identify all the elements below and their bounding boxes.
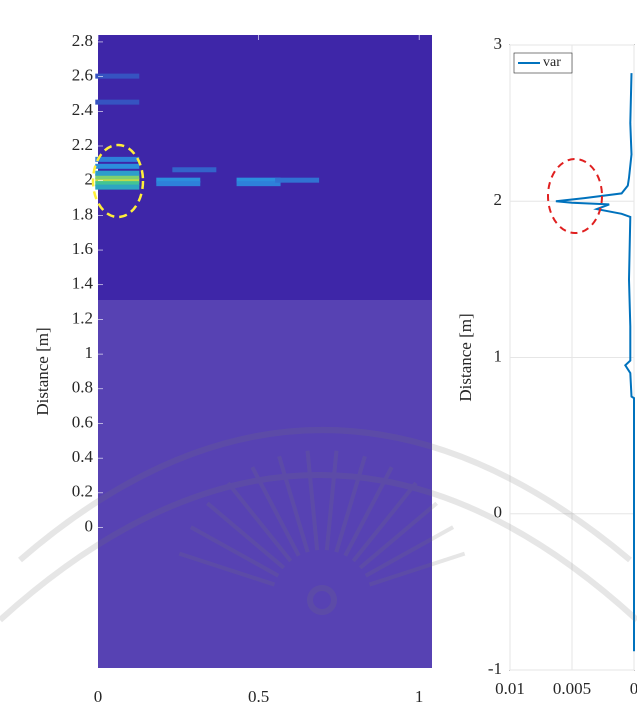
x-tick-label: 0.01 [495,679,525,698]
data-line [555,73,635,652]
watermark-ray [324,450,339,551]
y-tick-label: 2 [85,170,94,189]
y-axis-label: Distance [m] [456,313,475,401]
x-tick-label: 0 [94,687,103,706]
watermark-ray [178,551,276,587]
watermark-ray [364,525,455,578]
y-axis-label: Distance [m] [33,327,52,415]
heatmap-cell [275,177,320,183]
watermark [98,300,432,668]
heatmap-cell [95,184,140,190]
watermark-ray [368,551,466,587]
y-tick-label: 1.4 [72,274,94,293]
heatmap-cell [236,181,281,187]
watermark-ray [189,525,280,578]
y-tick-label: 1.8 [72,204,93,223]
heatmap-cell [95,177,140,183]
watermark-ray [358,501,438,570]
heatmap-background [98,35,432,668]
watermark-arc [0,472,637,623]
highlight-ellipse [91,143,145,219]
y-tick-label: 1.2 [72,308,93,327]
x-tick-label: 0 [630,679,637,698]
y-tick-label: 2.8 [72,31,93,50]
y-tick-label: 2 [494,190,503,209]
watermark-ray [250,466,301,557]
heatmap-cell [95,174,140,180]
highlight-ellipse [547,158,603,234]
y-tick-label: -1 [488,659,502,678]
heatmap-cell [95,156,140,162]
watermark-ray [334,455,367,553]
y-tick-label: 1 [494,346,503,365]
heatmap-cell [95,181,140,187]
y-tick-label: 0.6 [72,412,93,431]
x-tick-label: 1 [415,687,424,706]
heatmap-cell [156,181,201,187]
y-tick-label: 0.8 [72,378,93,397]
y-tick-label: 0.4 [72,447,94,466]
watermark-ray [351,481,418,563]
watermark [0,427,637,623]
y-tick-label: 2.6 [72,66,93,85]
heatmap-cell [95,170,140,176]
y-tick-label: 2.2 [72,135,93,154]
watermark-ray [305,450,320,551]
legend-box [513,52,573,74]
watermark-ray [226,481,293,563]
y-tick-label: 0 [494,503,503,522]
watermark-arc [18,427,632,563]
heatmap-cell [95,99,140,105]
watermark-circle [307,585,337,615]
y-tick-label: 2.4 [72,100,94,119]
heatmap-cell [236,177,281,183]
watermark-ray [343,466,394,557]
heatmap-cell [95,73,140,79]
y-tick-label: 3 [494,34,503,53]
heatmap-cell [95,163,140,169]
y-tick-label: 1.6 [72,239,93,258]
heatmap-cell [172,167,217,173]
y-tick-label: 0 [85,516,94,535]
y-tick-label: 0.2 [72,482,93,501]
watermark-ray [277,455,310,553]
legend-label: var [543,55,561,70]
y-tick-label: 1 [85,343,94,362]
watermark-ray [206,501,286,570]
heatmap-cell [156,177,201,183]
x-tick-label: 0.005 [553,679,591,698]
x-tick-label: 0.5 [248,687,269,706]
